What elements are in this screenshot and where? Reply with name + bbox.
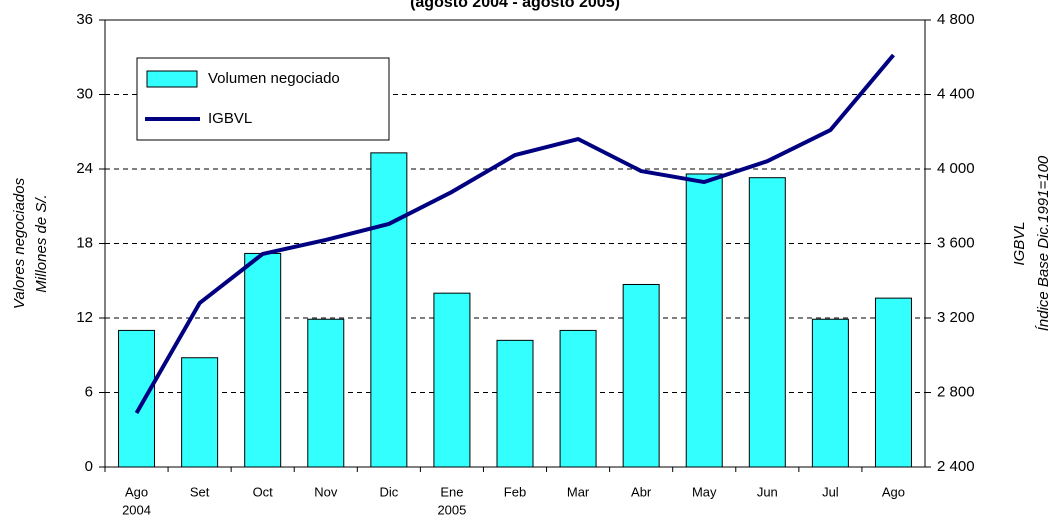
x-tick-label: Ago [125, 484, 148, 499]
legend-swatch [146, 70, 198, 88]
bar [874, 297, 912, 468]
y2-tick-label: 4 800 [937, 11, 975, 28]
bar [307, 318, 345, 468]
line [134, 53, 895, 414]
legend: Volumen negociado IGBVL [136, 57, 390, 141]
bar [118, 329, 156, 468]
x-tick-label: Set [190, 484, 210, 499]
y-tick-label: 6 [85, 383, 93, 400]
x-tick-label: Abr [631, 484, 652, 499]
x-tick-label: Jul [822, 484, 839, 499]
y-tick-label: 24 [76, 160, 93, 177]
bar [244, 252, 282, 468]
chart-title: (agosto 2004 - agosto 2005) [410, 0, 620, 11]
x-year-label: 2004 [122, 502, 151, 517]
x-year-label: 2005 [437, 502, 466, 517]
bar [622, 283, 660, 468]
y2-tick-label: 2 400 [937, 458, 975, 475]
bar [559, 329, 597, 468]
x-tick-label: Oct [253, 484, 274, 499]
bar [181, 357, 219, 468]
legend-label: Volumen negociado [208, 70, 340, 87]
y2-tick-label: 4 000 [937, 160, 975, 177]
y2-axis-label: Índice Base Dic.1991=100 [1035, 155, 1052, 331]
y-tick-label: 30 [76, 85, 93, 102]
y-axis-label: Millones de S/. [33, 194, 50, 292]
x-tick-label: Mar [567, 484, 590, 499]
bar [685, 173, 723, 468]
x-tick-label: Feb [504, 484, 526, 499]
bar [496, 339, 534, 468]
bar [811, 318, 849, 468]
x-tick-label: Ene [440, 484, 463, 499]
y2-tick-label: 3 600 [937, 234, 975, 251]
x-tick-label: May [692, 484, 717, 499]
y2-tick-label: 2 800 [937, 383, 975, 400]
x-tick-label: Jun [757, 484, 778, 499]
y-tick-label: 0 [85, 458, 93, 475]
legend-label: IGBVL [208, 110, 252, 127]
bar [748, 177, 786, 468]
y-tick-label: 18 [76, 234, 93, 251]
x-tick-label: Nov [314, 484, 338, 499]
bar [370, 152, 408, 468]
y2-tick-label: 4 400 [937, 85, 975, 102]
x-tick-label: Dic [379, 484, 398, 499]
x-tick-label: Ago [882, 484, 905, 499]
y-tick-label: 12 [76, 309, 93, 326]
y-tick-label: 36 [76, 11, 93, 28]
y-axis-label: Valores negociados [11, 177, 28, 309]
y2-tick-label: 3 200 [937, 309, 975, 326]
bar [433, 292, 471, 468]
y2-axis-label: IGBVL [1011, 221, 1028, 265]
